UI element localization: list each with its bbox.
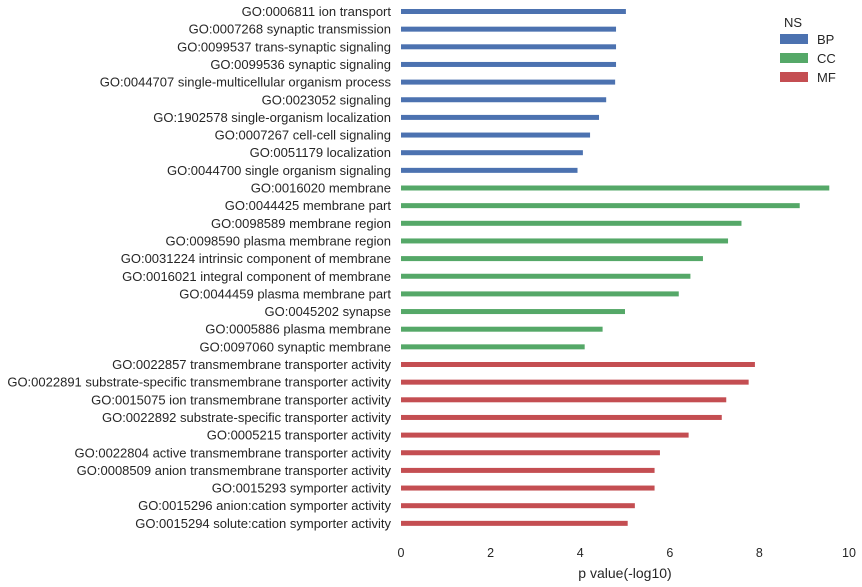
category-label: GO:1902578 single-organism localization [153, 110, 391, 125]
legend-swatch-bp [780, 34, 808, 44]
category-label: GO:0022804 active transmembrane transpor… [75, 445, 392, 460]
legend-label-bp: BP [817, 32, 834, 47]
category-label: GO:0005886 plasma membrane [205, 322, 391, 337]
bar-mf [401, 503, 635, 509]
bar-mf [401, 397, 727, 403]
bar-bp [401, 132, 591, 138]
category-label: GO:0007268 synaptic transmission [189, 22, 391, 37]
category-label: GO:0015075 ion transmembrane transporter… [91, 392, 391, 407]
bar-mf [401, 450, 660, 456]
x-tick-label: 10 [842, 546, 856, 560]
legend-label-cc: CC [817, 51, 836, 66]
bars-group [401, 9, 830, 526]
category-label: GO:0007267 cell-cell signaling [215, 128, 391, 143]
legend: NS BP CC MF [780, 15, 836, 85]
bar-cc [401, 256, 703, 262]
category-label: GO:0006811 ion transport [242, 4, 392, 19]
x-tick-label: 6 [666, 546, 673, 560]
category-label: GO:0031224 intrinsic component of membra… [121, 251, 391, 266]
x-tick-label: 0 [398, 546, 405, 560]
category-label: GO:0045202 synapse [265, 304, 391, 319]
bar-bp [401, 150, 583, 156]
category-label: GO:0044700 single organism signaling [167, 163, 391, 178]
category-labels-group: GO:0006811 ion transport GO:0007268 synap… [7, 4, 391, 531]
legend-swatch-cc [780, 53, 808, 63]
category-label: GO:0015296 anion:cation symporter activi… [138, 498, 391, 513]
category-label: GO:0023052 signaling [262, 92, 391, 107]
bar-bp [401, 79, 616, 85]
category-label: GO:0016020 membrane [251, 181, 391, 196]
category-label: GO:0015293 symporter activity [212, 481, 392, 496]
x-tick-label: 2 [487, 546, 494, 560]
bar-mf [401, 362, 755, 367]
category-label: GO:0097060 synaptic membrane [200, 339, 392, 354]
category-label: GO:0044459 plasma membrane part [179, 286, 391, 301]
bar-cc [401, 238, 729, 244]
category-label: GO:0044425 membrane part [225, 198, 392, 213]
bar-bp [401, 167, 578, 173]
category-label: GO:0044707 single-multicellular organism… [100, 75, 392, 90]
bar-bp [401, 97, 607, 103]
category-label: GO:0099537 trans-synaptic signaling [177, 39, 391, 54]
bar-cc [401, 344, 585, 350]
category-label: GO:0022891 substrate-specific transmembr… [7, 375, 391, 390]
category-label: GO:0005215 transporter activity [207, 428, 392, 443]
legend-swatch-mf [780, 72, 808, 82]
bar-cc [401, 185, 830, 191]
bar-cc [401, 326, 603, 332]
bar-cc [401, 291, 679, 297]
category-label: GO:0016021 integral component of membran… [122, 269, 391, 284]
x-tick-label: 8 [756, 546, 763, 560]
category-label: GO:0099536 synaptic signaling [210, 57, 391, 72]
category-label: GO:0098590 plasma membrane region [166, 233, 391, 248]
bar-cc [401, 220, 742, 226]
bar-mf [401, 520, 628, 526]
bar-bp [401, 61, 617, 67]
x-axis-title: p value(-log10) [578, 565, 671, 581]
category-label: GO:0051179 localization [250, 145, 391, 160]
bar-cc [401, 203, 800, 209]
bar-bp [401, 114, 600, 120]
bar-cc [401, 309, 625, 315]
bar-mf [401, 467, 655, 473]
legend-label-mf: MF [817, 70, 836, 85]
bar-bp [401, 9, 626, 14]
category-label: GO:0015294 solute:cation symporter activ… [135, 516, 391, 531]
legend-entries: BP CC MF [780, 32, 836, 85]
bar-cc [401, 273, 691, 279]
bar-bp [401, 44, 617, 50]
bar-mf [401, 485, 655, 491]
bar-mf [401, 379, 749, 385]
category-label: GO:0022892 substrate-specific transporte… [102, 410, 392, 425]
category-label: GO:0022857 transmembrane transporter act… [112, 357, 391, 372]
bar-mf [401, 414, 722, 420]
x-axis-ticks-group: 0 2 4 6 8 10 [398, 546, 856, 560]
legend-title: NS [784, 15, 802, 30]
x-tick-label: 4 [577, 546, 584, 560]
bar-bp [401, 26, 617, 32]
category-label: GO:0098589 membrane region [211, 216, 391, 231]
category-label: GO:0008509 anion transmembrane transport… [77, 463, 392, 478]
bar-mf [401, 432, 689, 438]
